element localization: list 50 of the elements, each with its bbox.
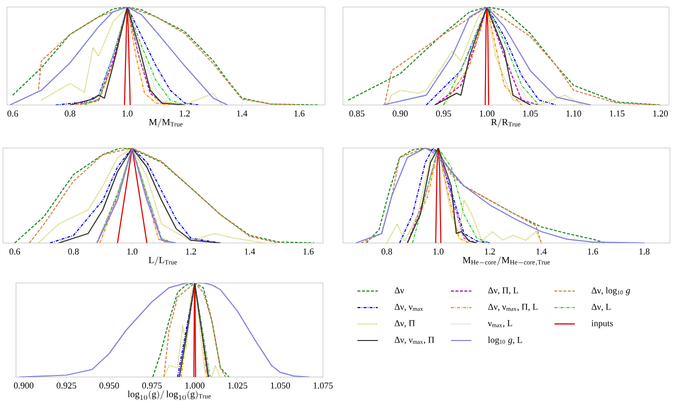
x-tick-label: 1.4: [244, 248, 256, 255]
x-tick-label: 0.6: [9, 248, 20, 255]
x-tick-label: 1.2: [180, 110, 190, 117]
legend-label: Δν, Π, L: [488, 287, 518, 295]
x-tick-label: 0.8: [68, 248, 79, 255]
legend-label: Δν, ν$_{max}$, Π, L: [488, 304, 538, 312]
x-tick-label: 1.0: [433, 248, 444, 255]
x-tick-label: 1.6: [294, 110, 305, 117]
legend-label: Δν, log$_{10}$ g: [592, 287, 630, 296]
legend-label: Δν: [394, 287, 404, 294]
legend-label: Δν, L: [592, 304, 611, 312]
x-tick-label: 1.15: [610, 110, 624, 117]
x-tick-label: 1.075: [314, 382, 333, 389]
x-tick-label: 1.6: [588, 248, 598, 255]
x-tick-label: 0.90: [392, 110, 408, 117]
x-tick-label: 0.85: [349, 110, 364, 117]
x-tick-label: 0.8: [64, 110, 76, 117]
legend-label: log$_{10}$ g, L: [488, 336, 522, 345]
x-tick-label: 1.8: [639, 248, 650, 255]
x-tick-label: 0.975: [142, 382, 162, 389]
x-tick-label: 1.0: [122, 110, 133, 117]
x-tick-label: 1.2: [484, 248, 495, 255]
x-tick-label: 1.025: [228, 382, 248, 389]
x-tick-label: 0.950: [99, 382, 119, 389]
x-axis-title: $\mathrm{R}/\mathrm{R}_{\mathrm{True}}$: [491, 118, 520, 128]
x-axis-title: $\mathrm{M}/\mathrm{M}_{\mathrm{True}}$: [149, 118, 182, 128]
x-tick-label: 1.0: [127, 248, 138, 255]
x-tick-label: 1.05: [523, 110, 538, 117]
legend-label: ν$_{max}$, L: [488, 320, 512, 328]
x-tick-label: 1.4: [536, 248, 547, 255]
x-axis-title: $\mathrm{L}/\mathrm{L}_{\mathrm{True}}$: [148, 256, 177, 266]
x-tick-label: 0.6: [7, 110, 18, 117]
legend-label: Δν, ν$_{max}$, Π: [394, 336, 434, 344]
x-tick-label: 1.000: [185, 382, 204, 389]
x-tick-label: 1.4: [237, 110, 248, 117]
x-tick-label: 1.00: [480, 110, 494, 117]
x-tick-label: 1.10: [566, 110, 582, 117]
x-tick-label: 1.2: [186, 248, 196, 255]
x-tick-label: 0.900: [14, 382, 34, 389]
legend-label: inputs: [591, 320, 613, 328]
x-tick-label: 1.6: [304, 248, 314, 255]
legend-label: Δν, ν$_{max}$: [394, 304, 423, 312]
x-tick-label: 1.050: [270, 382, 290, 389]
x-axis-title: $\mathrm{M}_{\mathrm{He-core}}/\mathrm{M}_{\mathrm{He-core,True}}$: [462, 256, 550, 266]
x-tick-label: 1.20: [653, 110, 668, 117]
x-tick-label: 0.8: [382, 248, 392, 255]
x-tick-label: 0.925: [56, 382, 76, 389]
x-axis-title: $\log_{10}(\mathrm{g})/\log_{10}(\mathrm{g})_{\mathrm{True}}$: [128, 390, 211, 400]
legend-label: Δν, Π: [394, 320, 415, 328]
x-tick-label: 0.95: [436, 110, 452, 117]
